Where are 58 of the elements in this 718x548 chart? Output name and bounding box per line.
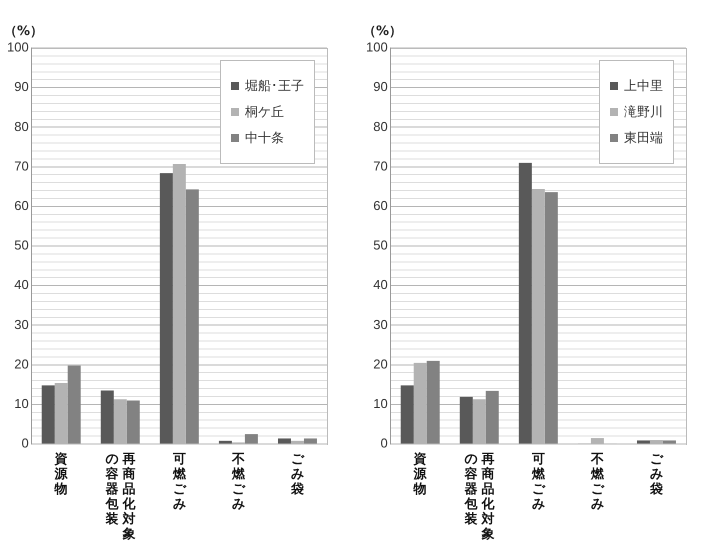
y-tick-label: 70 bbox=[14, 158, 29, 174]
y-axis-title: （%） bbox=[4, 24, 44, 39]
y-tick-label: 30 bbox=[373, 316, 388, 332]
y-tick-label: 10 bbox=[14, 396, 29, 411]
y-tick-label: 50 bbox=[14, 238, 29, 253]
y-tick-label: 90 bbox=[373, 79, 388, 94]
x-tick-label: 可燃ごみ bbox=[531, 452, 546, 514]
legend-label: 桐ケ丘 bbox=[244, 104, 285, 121]
y-tick-label: 20 bbox=[373, 356, 388, 372]
bar bbox=[278, 438, 291, 444]
y-tick-label: 30 bbox=[14, 316, 29, 332]
bar bbox=[460, 396, 473, 444]
y-tick-label: 100 bbox=[6, 40, 29, 55]
y-tick-label: 40 bbox=[373, 277, 388, 292]
bar bbox=[100, 390, 114, 444]
bar bbox=[662, 440, 676, 444]
y-axis-title: （%） bbox=[363, 24, 402, 39]
y-tick-label: 0 bbox=[21, 436, 29, 451]
bar bbox=[244, 434, 258, 444]
bar bbox=[186, 189, 199, 444]
bar bbox=[486, 390, 499, 444]
y-tick-label: 80 bbox=[373, 118, 388, 134]
y-tick-label: 40 bbox=[14, 277, 29, 292]
y-tick-label: 60 bbox=[373, 198, 388, 213]
x-tick-label: ごみ袋 bbox=[290, 452, 304, 499]
bar bbox=[636, 440, 650, 444]
x-tick-label: 資源物 bbox=[54, 452, 68, 499]
bar bbox=[218, 440, 232, 444]
y-tick-label: 10 bbox=[373, 396, 388, 411]
y-tick-label: 70 bbox=[373, 158, 388, 174]
y-tick-label: 0 bbox=[380, 436, 388, 451]
bar bbox=[42, 385, 55, 444]
legend-label: 中十条 bbox=[244, 130, 285, 147]
bar bbox=[160, 173, 173, 444]
x-tick-label: 不燃ごみ bbox=[590, 452, 604, 514]
legend-label: 滝野川 bbox=[623, 104, 663, 121]
x-tick-label: 不燃ごみ bbox=[231, 452, 246, 514]
category-label: 再商品化対象の容器包装 bbox=[464, 452, 494, 542]
x-tick-label: ごみ袋 bbox=[649, 452, 664, 499]
y-tick-label: 20 bbox=[14, 356, 29, 372]
bar bbox=[400, 385, 414, 444]
y-tick-label: 80 bbox=[14, 118, 29, 134]
bar bbox=[544, 192, 558, 444]
legend-label: 東田端 bbox=[623, 130, 663, 147]
y-tick-label: 90 bbox=[14, 79, 29, 94]
legend-label: 堀船･王子 bbox=[244, 78, 304, 95]
bar bbox=[518, 162, 532, 444]
y-tick-label: 100 bbox=[366, 40, 388, 55]
bar bbox=[68, 366, 81, 444]
bar bbox=[304, 438, 317, 444]
x-tick-label: 資源物 bbox=[413, 452, 428, 499]
x-tick-label: 可燃ごみ bbox=[172, 452, 186, 514]
bar bbox=[426, 360, 440, 444]
bar bbox=[126, 400, 140, 444]
y-tick-label: 50 bbox=[373, 238, 388, 253]
legend-label: 上中里 bbox=[623, 78, 663, 95]
category-label: 再商品化対象の容器包装 bbox=[105, 452, 136, 542]
y-tick-label: 60 bbox=[14, 198, 29, 213]
